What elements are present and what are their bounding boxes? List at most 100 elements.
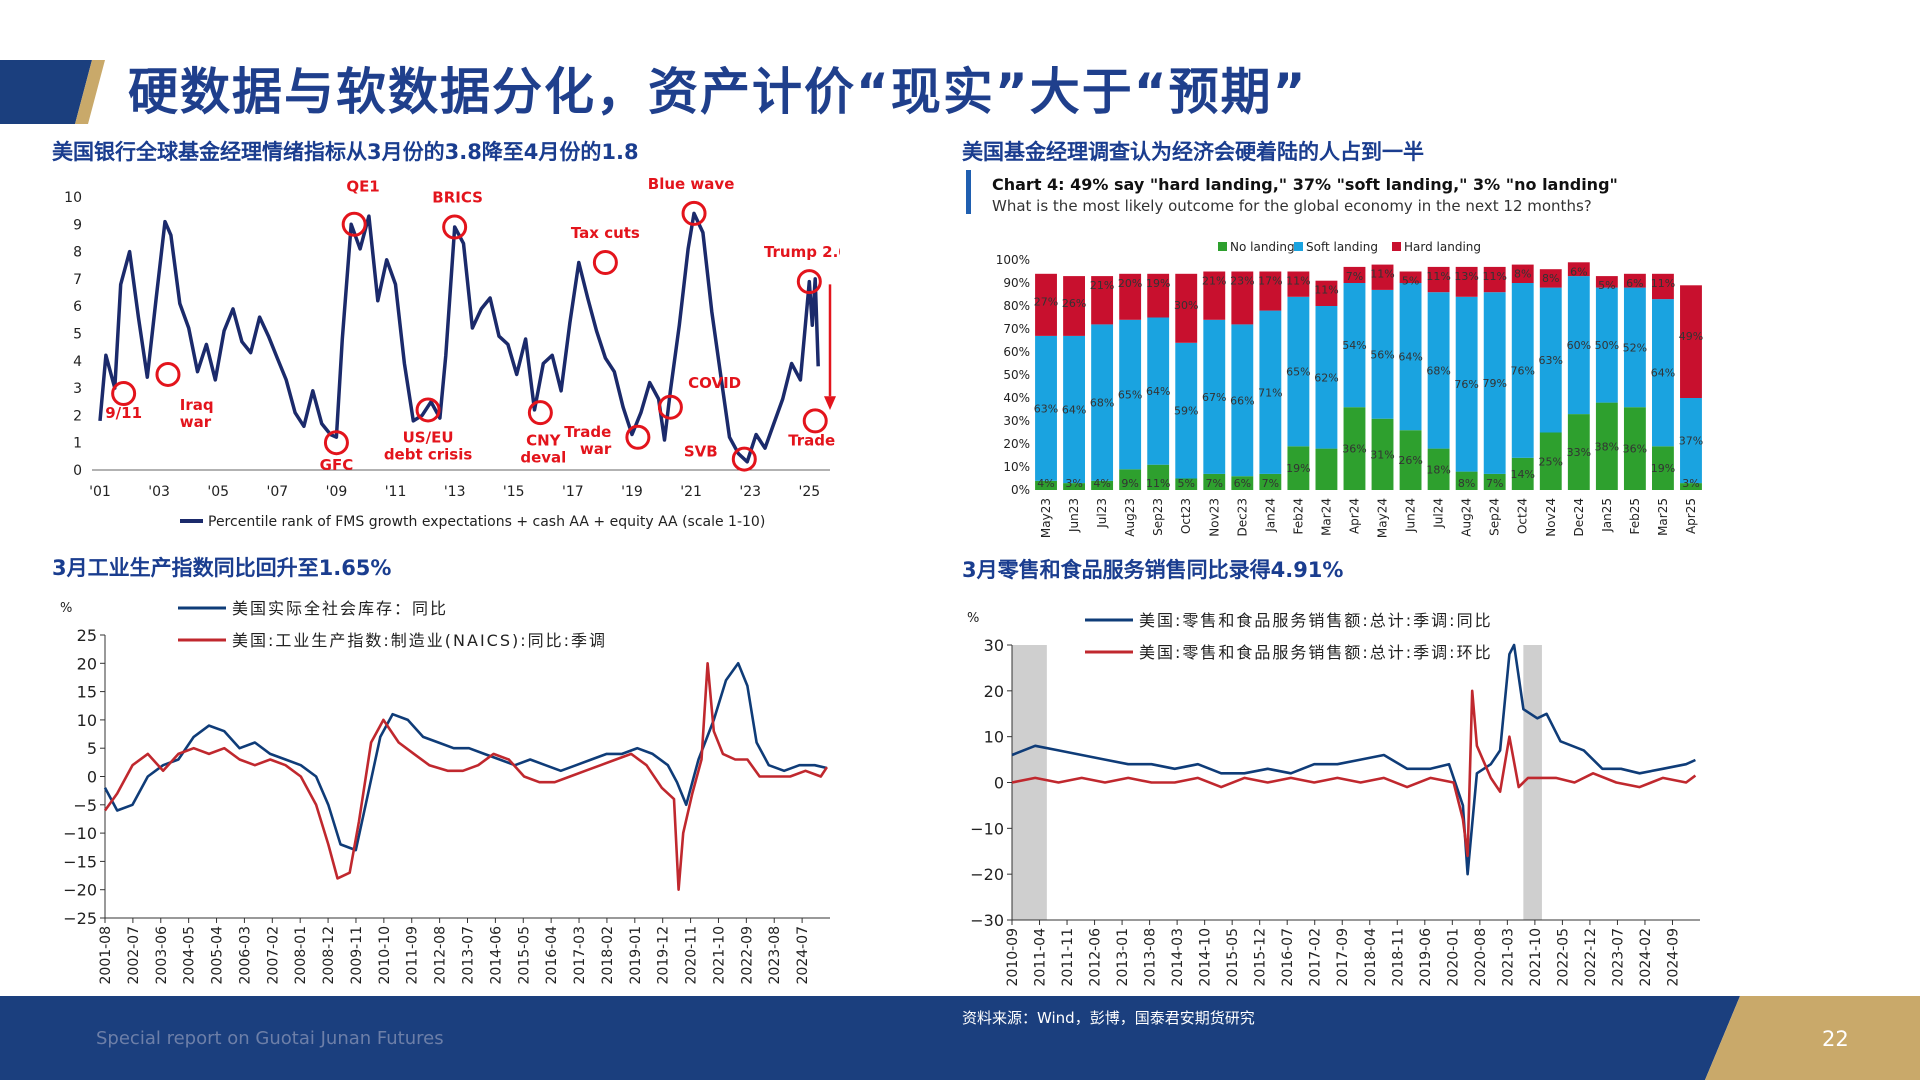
y-tick-label: 20 bbox=[77, 654, 97, 673]
title-accent-bar bbox=[966, 170, 971, 214]
bar-value-label: 38% bbox=[1595, 440, 1619, 453]
bar-value-label: 65% bbox=[1286, 366, 1310, 379]
unit-label: % bbox=[967, 611, 979, 626]
bar-value-label: 11% bbox=[1426, 270, 1450, 283]
trend-arrowhead bbox=[824, 396, 836, 410]
x-tick-label: 2019-06 bbox=[1418, 928, 1434, 987]
bar-segment bbox=[1315, 306, 1338, 449]
annotation-circle bbox=[625, 424, 651, 450]
bar-segment bbox=[1680, 285, 1702, 398]
annotation-label: Iraq bbox=[180, 396, 214, 414]
bar-value-label: 9% bbox=[1121, 477, 1138, 490]
bar-segment bbox=[1091, 324, 1114, 481]
subtitle-retail-sales: 3月零售和食品服务销售同比录得4.91% bbox=[962, 558, 1344, 582]
bar-segment bbox=[1623, 273, 1646, 288]
y-tick-label: 40% bbox=[1003, 391, 1030, 405]
x-tick-label: 2001-08 bbox=[98, 926, 114, 985]
legend-label: 美国:零售和食品服务销售额:总计:季调:同比 bbox=[1139, 611, 1493, 630]
x-tick-label: Aug23 bbox=[1123, 498, 1137, 537]
annotation-circle bbox=[155, 361, 181, 387]
x-tick-label: '03 bbox=[148, 484, 170, 500]
annotation-label: COVID bbox=[688, 374, 741, 392]
bar-segment bbox=[1455, 296, 1478, 472]
unit-label: % bbox=[60, 601, 72, 616]
chart-fms-sentiment: 0 1 2 3 4 5 6 7 8 9 10 '01 '03 '05 '07 '09 '11 '13 '15 '17 '… bbox=[64, 175, 840, 530]
bar-value-label: 3% bbox=[1682, 477, 1699, 490]
bar-value-label: 60% bbox=[1567, 339, 1591, 352]
subtitle-hard-landing: 美国基金经理调查认为经济会硬着陆的人占到一半 bbox=[962, 140, 1424, 164]
y-tick-label: −25 bbox=[63, 909, 97, 928]
x-tick-label: 2016-04 bbox=[544, 926, 560, 985]
bar-value-label: 11% bbox=[1286, 275, 1310, 288]
annotation-label: 9/11 bbox=[105, 404, 142, 422]
x-tick-label: '19 bbox=[621, 484, 643, 500]
x-tick-label: 2018-04 bbox=[1363, 928, 1379, 987]
x-tick-label: 2017-02 bbox=[1308, 928, 1324, 987]
x-tick-label: Oct23 bbox=[1179, 498, 1193, 534]
annotation-label: Trump 2.0 bbox=[764, 243, 840, 261]
bar-value-label: 7% bbox=[1262, 477, 1279, 490]
bar-segment bbox=[1511, 264, 1534, 283]
bar-segment bbox=[1623, 407, 1646, 490]
bar-segment bbox=[1147, 273, 1170, 318]
bar-segment bbox=[1035, 480, 1057, 490]
annotation-circle bbox=[341, 211, 367, 237]
bar-segment bbox=[1147, 464, 1170, 490]
bar-segment bbox=[1175, 273, 1198, 343]
x-tick-label: Apr25 bbox=[1684, 498, 1698, 534]
x-tick-label: 2002-07 bbox=[126, 926, 142, 985]
y-tick-label: 60% bbox=[1003, 345, 1030, 359]
chart-landing-outcomes: Chart 4: 49% say "hard landing," 37% "so… bbox=[966, 170, 1703, 538]
bar-value-label: 7% bbox=[1206, 477, 1223, 490]
page-number: 22 bbox=[1822, 1027, 1849, 1051]
bar-value-label: 65% bbox=[1118, 389, 1142, 402]
x-tick-label: 2012-08 bbox=[433, 926, 449, 985]
bar-segment bbox=[1259, 310, 1282, 474]
y-tick-label: 10 bbox=[984, 728, 1004, 747]
x-tick-label: 2018-11 bbox=[1390, 928, 1406, 987]
x-tick-label: '07 bbox=[266, 484, 288, 500]
bar-value-label: 79% bbox=[1482, 377, 1506, 390]
x-tick-label: 2014-03 bbox=[1170, 928, 1186, 987]
bar-segment bbox=[1595, 276, 1618, 288]
x-tick-label: 2023-08 bbox=[767, 926, 783, 985]
bar-segment bbox=[1595, 402, 1618, 490]
bar-value-label: 19% bbox=[1651, 462, 1675, 475]
bar-value-label: 11% bbox=[1482, 270, 1506, 283]
annotation-circle bbox=[442, 214, 468, 240]
x-tick-label: 2021-03 bbox=[1500, 928, 1516, 987]
annotation-circle bbox=[802, 408, 828, 434]
series-line bbox=[103, 662, 828, 892]
x-tick-label: Dec24 bbox=[1572, 498, 1586, 537]
x-tick-label: '05 bbox=[207, 484, 229, 500]
y-tick-label: 0 bbox=[994, 774, 1004, 793]
bar-value-label: 62% bbox=[1314, 371, 1338, 384]
bar-segment bbox=[1427, 266, 1450, 293]
bar-value-label: 11% bbox=[1370, 268, 1394, 281]
bar-value-label: 3% bbox=[1065, 477, 1082, 490]
x-tick-label: 2011-09 bbox=[405, 926, 421, 985]
annotation-label: Trade bbox=[564, 423, 611, 441]
bar-value-label: 66% bbox=[1230, 394, 1254, 407]
x-tick-label: 2024-02 bbox=[1638, 928, 1654, 987]
bar-segment bbox=[1511, 457, 1534, 490]
y-tick-label: −20 bbox=[63, 881, 97, 900]
x-tick-label: 2022-05 bbox=[1555, 928, 1571, 987]
x-tick-label: '13 bbox=[444, 484, 466, 500]
x-tick-label: Apr24 bbox=[1347, 498, 1361, 534]
y-tick-label: −10 bbox=[970, 819, 1004, 838]
x-tick-label: 2017-09 bbox=[1335, 928, 1351, 987]
bar-segment bbox=[1455, 471, 1478, 490]
x-tick-label: 2008-01 bbox=[293, 926, 309, 985]
annotation-label: SVB bbox=[684, 442, 718, 460]
bar-segment bbox=[1343, 283, 1366, 408]
x-tick-label: 2011-11 bbox=[1060, 928, 1076, 987]
y-tick-label: 90% bbox=[1003, 276, 1030, 290]
bar-segment bbox=[1091, 276, 1114, 325]
x-tick-label: 2023-07 bbox=[1610, 928, 1626, 987]
bar-segment bbox=[1343, 407, 1366, 490]
bar-value-label: 49% bbox=[1679, 330, 1703, 343]
bar-value-label: 37% bbox=[1679, 435, 1703, 448]
x-tick-label: Jan24 bbox=[1263, 498, 1277, 533]
